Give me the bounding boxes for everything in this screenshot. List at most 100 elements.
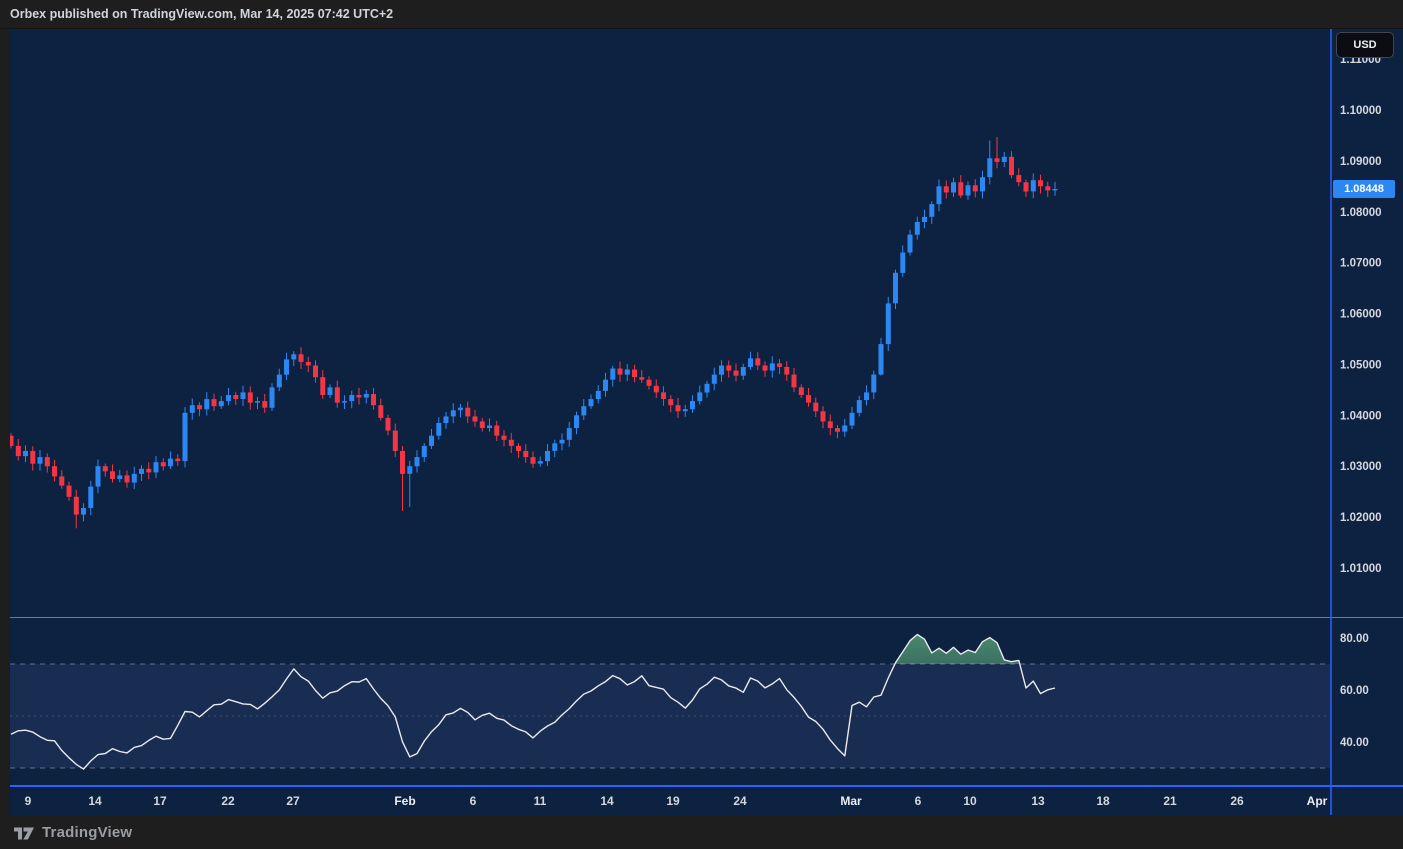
tradingview-brand-link[interactable]: TradingView	[42, 823, 133, 841]
candle-body	[1009, 156, 1014, 176]
candle-body	[581, 406, 587, 416]
candle-body	[313, 365, 318, 378]
candle-body	[73, 496, 79, 515]
candle-body	[740, 367, 746, 376]
candle-body	[711, 374, 717, 384]
candle-body	[59, 476, 65, 486]
candle-body	[15, 445, 21, 457]
candle-body	[262, 401, 268, 408]
candle-body	[624, 369, 630, 375]
price-axis[interactable]: 1.110001.100001.090001.080001.070001.060…	[1340, 54, 1382, 749]
chart-canvas[interactable]: 1.110001.100001.090001.080001.070001.060…	[10, 29, 1403, 815]
candle-body	[436, 423, 442, 436]
candle-body	[646, 379, 652, 386]
price-tick-label: 1.03000	[1340, 461, 1382, 473]
time-tick-label: 10	[963, 794, 977, 808]
candle-body	[900, 252, 906, 273]
time-tick-label: Apr	[1307, 794, 1328, 808]
candle-body	[806, 395, 811, 403]
candle-body	[733, 370, 739, 376]
candle-body	[400, 451, 405, 474]
candle-body	[342, 401, 347, 403]
candle-body	[494, 425, 500, 436]
candle-body	[189, 405, 195, 413]
candle-body	[291, 354, 297, 360]
chart-area[interactable]: 1.11000 1.10000 1.09000 1.08000 1.07000 1.060…	[10, 29, 1403, 815]
candle-body	[197, 405, 202, 410]
candle-body	[595, 390, 601, 399]
price-tick-label: 1.01000	[1340, 563, 1382, 575]
candle-body	[958, 182, 964, 196]
candle-body	[574, 415, 579, 428]
tradingview-logo-icon[interactable]	[14, 824, 35, 840]
candle-body	[168, 458, 173, 467]
candle-body	[914, 222, 920, 235]
candle-body	[849, 412, 855, 426]
time-tick-label: 21	[1163, 794, 1177, 808]
candle-body	[501, 435, 507, 440]
candle-body	[240, 392, 246, 399]
candle-body	[603, 379, 608, 391]
currency-toggle-button[interactable]: USD	[1336, 32, 1394, 58]
candle-body	[298, 354, 304, 362]
candle-body	[813, 402, 819, 412]
candle-body	[465, 407, 471, 417]
candle-body	[922, 216, 927, 222]
candle-body	[668, 399, 674, 406]
candle-body	[1023, 182, 1029, 192]
candle-body	[719, 365, 724, 375]
candle-body	[704, 383, 710, 393]
time-tick-label: 26	[1230, 794, 1244, 808]
candle-body	[987, 158, 993, 178]
candle-body	[1045, 186, 1051, 191]
candle-body	[81, 508, 86, 515]
candle-body	[835, 428, 840, 432]
price-tick-label: 1.07000	[1340, 258, 1382, 270]
candle-body	[458, 407, 463, 411]
candle-body	[124, 475, 130, 483]
candle-body	[1052, 189, 1058, 191]
candle-body	[893, 272, 898, 304]
candle-body	[421, 445, 427, 458]
candle-body	[284, 359, 289, 375]
candle-body	[929, 204, 935, 217]
candle-body	[856, 400, 862, 413]
rsi-tick-label: 60.00	[1340, 685, 1369, 697]
candle-body	[878, 344, 884, 375]
candle-body	[487, 425, 492, 428]
candle-body	[617, 368, 623, 375]
candle-body	[356, 395, 362, 398]
candle-body	[994, 158, 1000, 162]
candle-body	[385, 417, 391, 431]
last-price-label: 1.08448	[1333, 180, 1395, 198]
candle-body	[327, 387, 333, 395]
candle-body	[429, 435, 434, 446]
price-tick-label: 1.10000	[1340, 105, 1382, 117]
time-axis[interactable]: 9 14 17 22 27 Feb 6 11 14 19 24 Mar 6 10 13 18 21 26 Apr	[25, 794, 1328, 808]
rsi-tick-label: 80.00	[1340, 633, 1369, 645]
time-tick-label: Mar	[840, 794, 862, 808]
candle-body	[682, 409, 688, 412]
candle-body	[748, 358, 753, 367]
candle-body	[516, 445, 521, 451]
candle-body	[44, 457, 50, 467]
candle-body	[632, 369, 637, 378]
candle-body	[392, 430, 398, 451]
price-tick-label: 1.02000	[1340, 512, 1382, 524]
candle-body	[363, 394, 369, 398]
candle-body	[864, 392, 869, 400]
candle-body	[334, 387, 340, 403]
candle-body	[378, 405, 384, 418]
candlestick-series	[10, 137, 1058, 529]
candle-body	[472, 416, 478, 422]
candle-body	[131, 473, 137, 483]
candle-body	[255, 401, 260, 403]
candle-body	[320, 377, 326, 395]
price-tick-label: 1.05000	[1340, 360, 1382, 372]
time-tick-label: 14	[600, 794, 614, 808]
candle-body	[175, 458, 181, 462]
rsi-band	[10, 664, 1331, 768]
candle-body	[552, 443, 558, 451]
candle-body	[980, 177, 985, 192]
